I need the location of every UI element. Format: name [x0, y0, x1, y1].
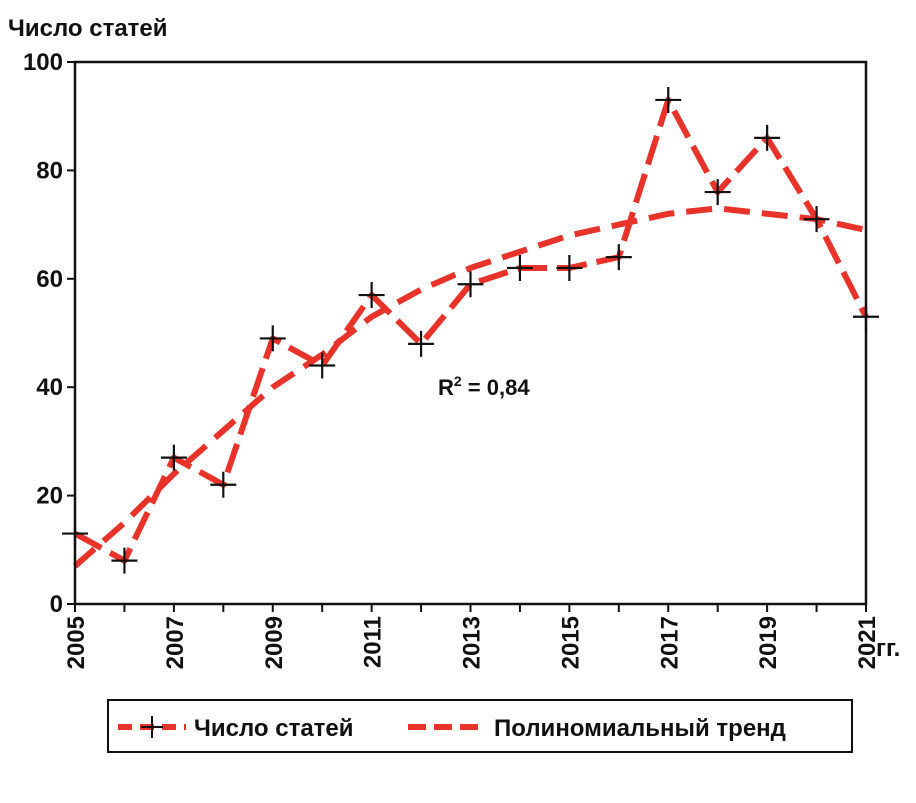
- data-point-plus-marker: [358, 282, 385, 309]
- legend-label-trend: Полиномиальный тренд: [494, 715, 786, 742]
- y-tick-label: 80: [36, 157, 63, 184]
- x-tick-label: 2005: [63, 616, 90, 669]
- x-tick-label: 2015: [557, 616, 584, 669]
- plot-area-frame: [73, 60, 868, 606]
- data-point-plus-marker: [655, 86, 682, 113]
- x-tick-label: 2017: [656, 616, 683, 669]
- data-point-plus-marker: [605, 244, 632, 271]
- y-tick-label: 0: [50, 591, 63, 618]
- legend-plus-marker-icon: [141, 716, 163, 738]
- data-point-plus-marker: [111, 547, 138, 574]
- y-tick-label: 40: [36, 374, 63, 401]
- data-point-plus-marker: [210, 471, 237, 498]
- data-point-plus-marker: [259, 325, 286, 352]
- x-tick-label: 2007: [162, 616, 189, 669]
- y-tick-label: 20: [36, 483, 63, 510]
- y-tick-label: 60: [36, 266, 63, 293]
- x-tick-label: 2013: [459, 616, 486, 669]
- legend: Число статей Полиномиальный тренд: [107, 699, 853, 753]
- legend-box: [107, 699, 853, 753]
- data-point-plus-marker: [457, 271, 484, 298]
- data-point-plus-marker: [408, 330, 435, 357]
- data-point-plus-marker: [803, 206, 830, 233]
- data-point-plus-marker: [556, 254, 583, 281]
- x-tick-label: 2019: [755, 616, 782, 669]
- r-squared-annotation: R2 = 0,84: [438, 373, 530, 400]
- data-point-plus-marker: [309, 352, 336, 379]
- y-axis-label: Число статей: [8, 15, 168, 42]
- data-point-plus-marker: [754, 124, 781, 151]
- x-axis-label: гг.: [876, 635, 900, 662]
- data-point-plus-marker: [506, 254, 533, 281]
- articles-line: [73, 96, 869, 564]
- y-tick-label: 100: [23, 49, 63, 76]
- x-tick-label: 2011: [360, 616, 387, 668]
- data-point-plus-marker: [704, 179, 731, 206]
- x-tick-label: 2009: [261, 616, 288, 669]
- data-point-plus-marker: [160, 444, 187, 471]
- legend-label-articles: Число статей: [194, 715, 354, 742]
- trend-line: [73, 205, 867, 569]
- x-tick-label: 2021: [854, 616, 881, 669]
